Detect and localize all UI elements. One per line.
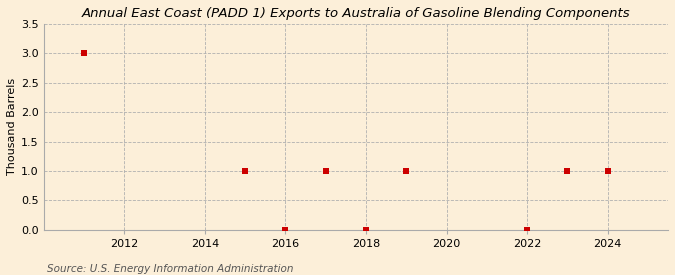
Point — [562, 169, 573, 173]
Point — [78, 51, 89, 56]
Point — [401, 169, 412, 173]
Point — [360, 228, 371, 232]
Title: Annual East Coast (PADD 1) Exports to Australia of Gasoline Blending Components: Annual East Coast (PADD 1) Exports to Au… — [82, 7, 630, 20]
Point — [320, 169, 331, 173]
Y-axis label: Thousand Barrels: Thousand Barrels — [7, 78, 17, 175]
Point — [280, 228, 291, 232]
Point — [602, 169, 613, 173]
Text: Source: U.S. Energy Information Administration: Source: U.S. Energy Information Administ… — [47, 264, 294, 274]
Point — [522, 228, 533, 232]
Point — [240, 169, 250, 173]
